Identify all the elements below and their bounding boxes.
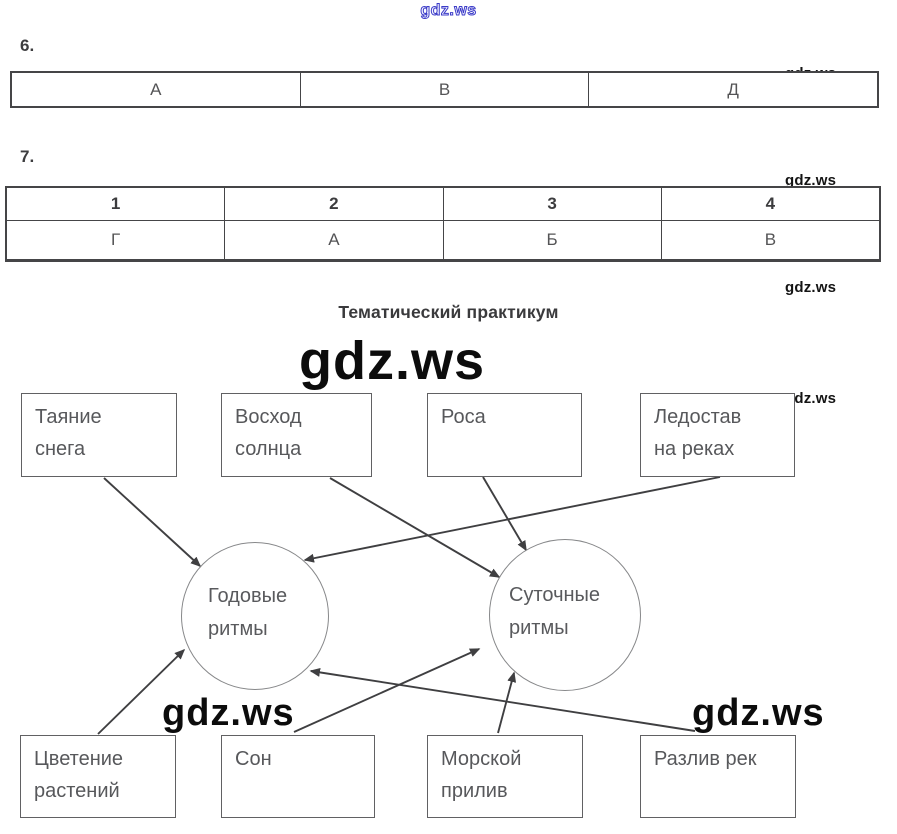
table-cell: Г [111, 230, 121, 249]
table-row: Г А Б В [7, 221, 879, 259]
diagram-arrow-6 [293, 648, 481, 733]
watermark-small-4: gdz.ws [785, 390, 837, 407]
table-cell: В [299, 73, 589, 106]
diagram-box-rosa: Роса [427, 393, 582, 477]
diagram-arrow-7 [497, 671, 517, 734]
diagram-box-tayanie-snega: Таяние снега [21, 393, 177, 477]
table-cell: В [660, 221, 879, 259]
diagram-circle-godovye-ritmy: Годовые ритмы [181, 542, 329, 690]
table-cell: А [150, 79, 162, 99]
diagram-box-son: Сон [221, 735, 375, 818]
watermark-top-blue: gdz.ws [420, 2, 477, 20]
circle-label: Суточные ритмы [509, 584, 601, 639]
table-row: А В Д [12, 73, 877, 106]
diagram-box-razliv-rek: Разлив рек [640, 735, 796, 818]
table-cell: Б [442, 221, 661, 259]
diagram-box-voskhod-solntsa: Восход солнца [221, 393, 372, 477]
table-header-cell: 3 [442, 188, 661, 220]
table-header-cell: 2 [224, 188, 442, 220]
table-header-row: 1 2 3 4 [7, 188, 879, 221]
diagram-box-morskoy-priliv: Морской прилив [427, 735, 583, 818]
diagram-arrow-1 [103, 477, 202, 568]
diagram-box-tsvetenie-rasteniy: Цветение растений [20, 735, 176, 818]
watermark-small-3: gdz.ws [785, 279, 837, 296]
diagram-arrow-2 [329, 477, 501, 578]
watermark-big-bottom-right: gdz.ws [692, 692, 825, 734]
diagram-circle-sutochnye-ritmy: Суточные ритмы [489, 539, 641, 691]
table-cell: А [224, 221, 442, 259]
watermark-big-center: gdz.ws [299, 331, 486, 391]
watermark-big-bottom-left: gdz.ws [162, 692, 295, 734]
diagram-arrow-4 [303, 476, 721, 563]
answer-table-6: А В Д [10, 71, 879, 108]
diagram-arrow-3 [482, 476, 527, 552]
watermark-small-2: gdz.ws [785, 172, 837, 189]
diagram-box-ledostav-na-rekakh: Ледостав на реках [640, 393, 795, 477]
section-7-label: 7. [20, 147, 35, 166]
diagram-arrow-8 [309, 667, 696, 732]
answer-table-7: 1 2 3 4 Г А Б В [5, 186, 881, 262]
practicum-title: Тематический практикум [338, 302, 559, 322]
circle-label: Годовые ритмы [208, 585, 288, 640]
table-header-cell: 4 [660, 188, 879, 220]
table-cell: Д [588, 73, 877, 106]
section-6-label: 6. [20, 36, 35, 55]
table-header-cell: 1 [110, 194, 121, 213]
